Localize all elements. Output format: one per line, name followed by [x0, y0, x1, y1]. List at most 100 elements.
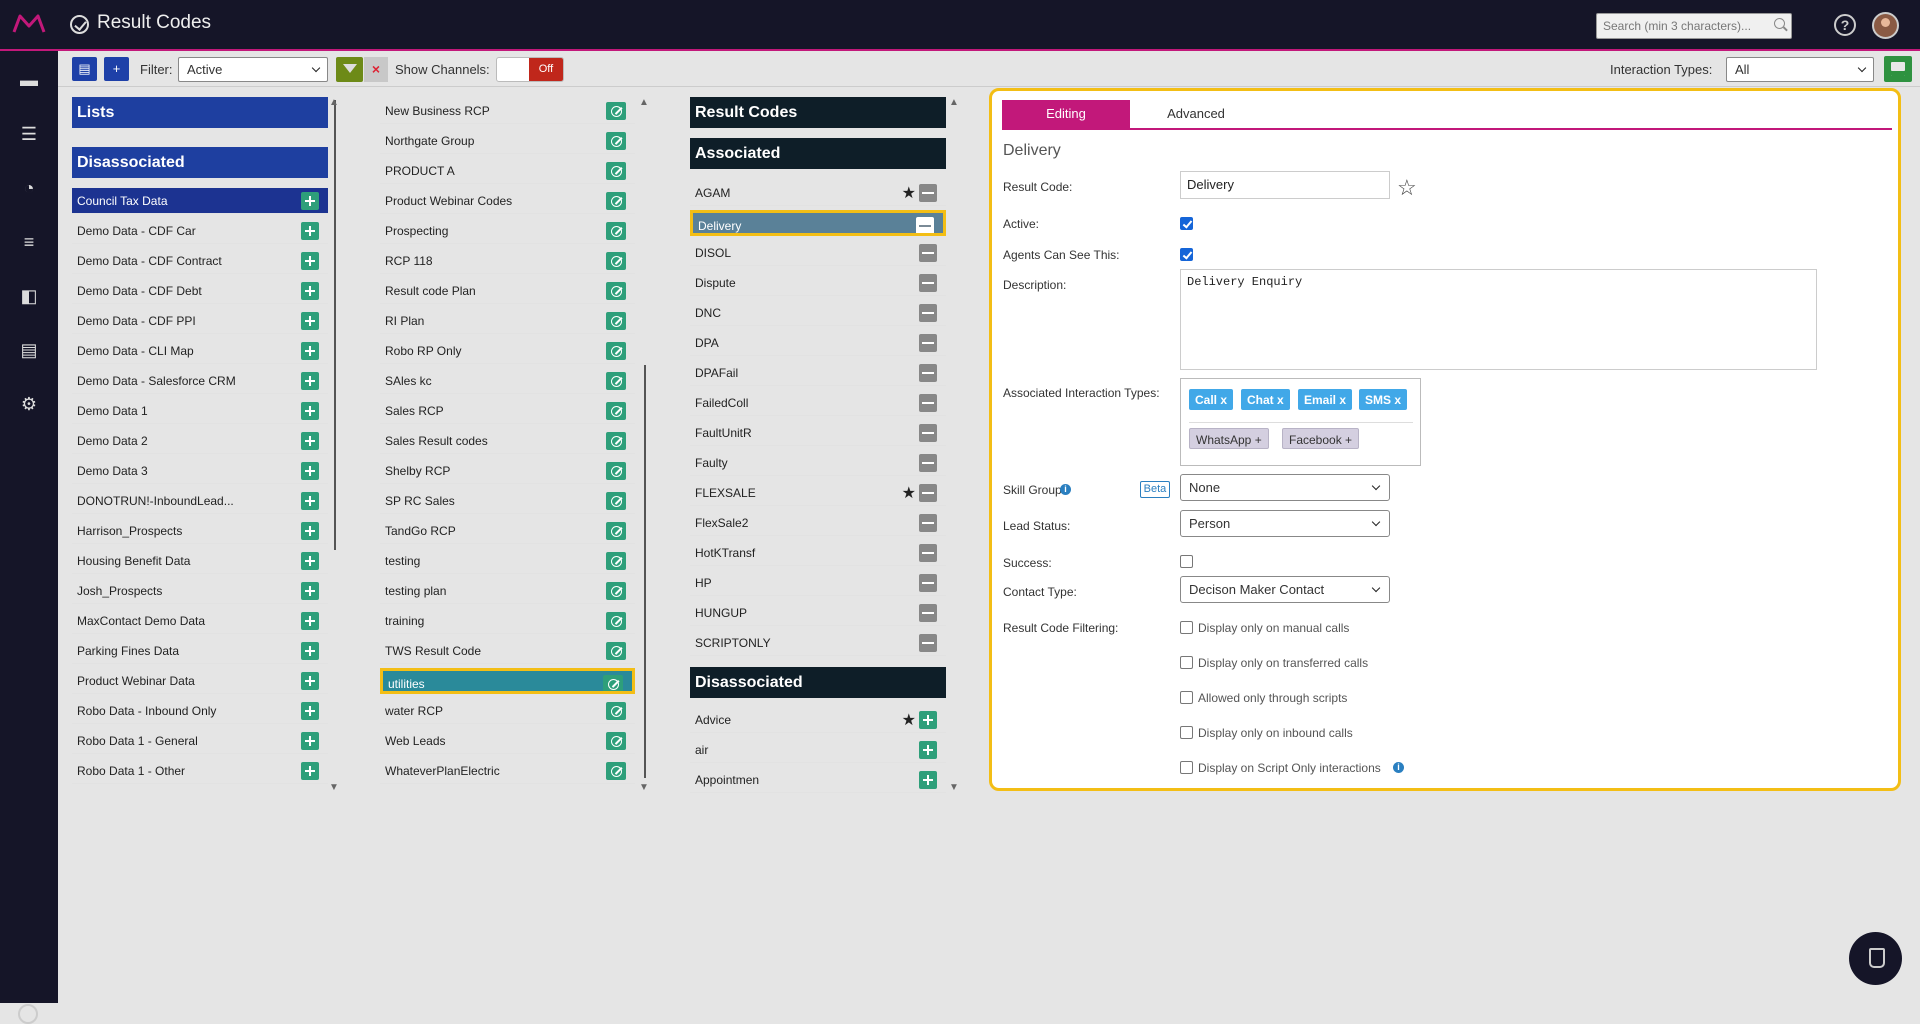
tab-advanced[interactable]: Advanced	[1167, 106, 1225, 121]
remove-icon[interactable]	[919, 304, 937, 322]
plans-scrollbar[interactable]	[644, 365, 646, 778]
plan-item[interactable]: testing plan	[380, 578, 635, 604]
edit-icon[interactable]	[606, 462, 626, 480]
add-folder-icon[interactable]: +	[104, 57, 129, 81]
list-item[interactable]: Robo Data - Inbound Only	[72, 698, 328, 724]
plan-item[interactable]: RI Plan	[380, 308, 635, 334]
filter-script-only-checkbox[interactable]	[1180, 761, 1193, 774]
filter-inbound-checkbox[interactable]	[1180, 726, 1193, 739]
settings-icon[interactable]: ⚙	[20, 394, 38, 414]
plan-item[interactable]: testing	[380, 548, 635, 574]
list-view-icon[interactable]: ▤	[72, 57, 97, 81]
tag-add-whatsapp[interactable]: WhatsApp +	[1189, 428, 1269, 449]
edit-icon[interactable]	[606, 402, 626, 420]
plan-item[interactable]: Shelby RCP	[380, 458, 635, 484]
add-icon[interactable]	[301, 762, 319, 780]
edit-icon[interactable]	[606, 612, 626, 630]
tag-call[interactable]: Call x	[1189, 389, 1234, 410]
associated-code-item[interactable]: DISOL	[690, 240, 946, 266]
list-item[interactable]: Harrison_Prospects	[72, 518, 328, 544]
edit-icon[interactable]	[606, 522, 626, 540]
skill-group-select[interactable]: None	[1180, 474, 1390, 501]
scroll-down-icon[interactable]: ▼	[949, 782, 959, 793]
save-button[interactable]	[1884, 56, 1912, 82]
plan-item[interactable]: utilities	[380, 668, 635, 694]
edit-icon[interactable]	[606, 582, 626, 600]
info-icon[interactable]: i	[1393, 762, 1404, 773]
plan-item[interactable]: RCP 118	[380, 248, 635, 274]
edit-icon[interactable]	[606, 252, 626, 270]
sliders-icon[interactable]: ☰	[20, 124, 38, 144]
add-icon[interactable]	[301, 402, 319, 420]
add-icon[interactable]	[301, 552, 319, 570]
list-item[interactable]: Demo Data - CDF Contract	[72, 248, 328, 274]
associated-code-item[interactable]: FaultUnitR	[690, 420, 946, 446]
add-icon[interactable]	[301, 612, 319, 630]
remove-icon[interactable]	[916, 217, 934, 233]
tab-editing[interactable]: Editing	[1002, 100, 1130, 130]
plan-item[interactable]: Result code Plan	[380, 278, 635, 304]
associated-code-item[interactable]: DPA	[690, 330, 946, 356]
active-checkbox[interactable]	[1180, 217, 1193, 230]
edit-icon[interactable]	[606, 162, 626, 180]
list-item[interactable]: Demo Data - CDF Car	[72, 218, 328, 244]
add-icon[interactable]	[301, 192, 319, 210]
remove-icon[interactable]	[919, 394, 937, 412]
edit-icon[interactable]	[606, 702, 626, 720]
briefcase-icon[interactable]: ▬	[20, 70, 38, 90]
remove-icon[interactable]	[919, 184, 937, 202]
scroll-down-icon[interactable]: ▼	[639, 782, 649, 793]
list-item[interactable]: Demo Data 2	[72, 428, 328, 454]
associated-code-item[interactable]: HotKTransf	[690, 540, 946, 566]
edit-icon[interactable]	[606, 762, 626, 780]
disassociated-code-item[interactable]: Advice ★	[690, 707, 946, 733]
scroll-up-icon[interactable]: ▲	[639, 97, 649, 108]
associated-code-item[interactable]: FlexSale2	[690, 510, 946, 536]
add-icon[interactable]	[301, 702, 319, 720]
help-icon[interactable]: ?	[1834, 14, 1856, 36]
associated-code-item[interactable]: FLEXSALE ★	[690, 480, 946, 506]
list-item[interactable]: Product Webinar Data	[72, 668, 328, 694]
add-icon[interactable]	[919, 741, 937, 759]
disassociated-code-item[interactable]: Appointmen	[690, 767, 946, 793]
lists-scrollbar[interactable]	[334, 100, 336, 550]
add-icon[interactable]	[301, 582, 319, 600]
edit-icon[interactable]	[603, 675, 623, 691]
plan-item[interactable]: Sales RCP	[380, 398, 635, 424]
add-icon[interactable]	[301, 282, 319, 300]
edit-icon[interactable]	[606, 312, 626, 330]
plan-item[interactable]: Sales Result codes	[380, 428, 635, 454]
plan-item[interactable]: WhateverPlanElectric	[380, 758, 635, 784]
filter-manual-checkbox[interactable]	[1180, 621, 1193, 634]
edit-icon[interactable]	[606, 282, 626, 300]
list-item[interactable]: Demo Data - CLI Map	[72, 338, 328, 364]
scroll-up-icon[interactable]: ▲	[329, 97, 339, 108]
scroll-down-icon[interactable]: ▼	[329, 782, 339, 793]
add-icon[interactable]	[301, 492, 319, 510]
remove-icon[interactable]	[919, 424, 937, 442]
remove-icon[interactable]	[919, 634, 937, 652]
associated-code-item[interactable]: DPAFail	[690, 360, 946, 386]
add-icon[interactable]	[301, 642, 319, 660]
tag-add-facebook[interactable]: Facebook +	[1282, 428, 1360, 449]
interaction-types-select[interactable]: All	[1726, 57, 1874, 82]
report-icon[interactable]: ▤	[20, 340, 38, 360]
edit-icon[interactable]	[606, 732, 626, 750]
associated-code-item[interactable]: Delivery	[690, 210, 946, 236]
add-icon[interactable]	[301, 372, 319, 390]
associated-code-item[interactable]: FailedColl	[690, 390, 946, 416]
add-icon[interactable]	[301, 672, 319, 690]
filter-transferred-checkbox[interactable]	[1180, 656, 1193, 669]
edit-icon[interactable]	[606, 642, 626, 660]
add-icon[interactable]	[301, 342, 319, 360]
filter-select[interactable]: Active	[178, 57, 328, 82]
plan-item[interactable]: Robo RP Only	[380, 338, 635, 364]
star-icon[interactable]: ★	[901, 485, 916, 502]
info-icon[interactable]: i	[1060, 484, 1071, 495]
edit-icon[interactable]	[606, 342, 626, 360]
plan-item[interactable]: Northgate Group	[380, 128, 635, 154]
associated-code-item[interactable]: Dispute	[690, 270, 946, 296]
remove-icon[interactable]	[919, 484, 937, 502]
tag-email[interactable]: Email x	[1298, 389, 1353, 410]
remove-icon[interactable]	[919, 574, 937, 592]
